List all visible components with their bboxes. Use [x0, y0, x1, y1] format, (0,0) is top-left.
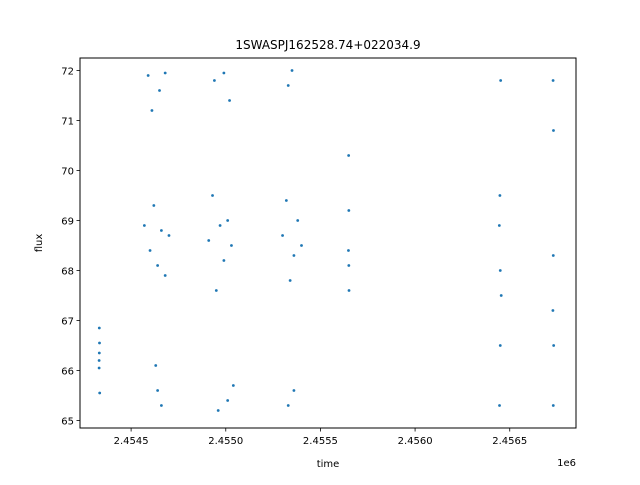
data-point: [167, 234, 171, 237]
data-point: [226, 399, 230, 402]
data-point: [552, 344, 556, 347]
data-point: [552, 129, 555, 132]
data-point: [498, 194, 502, 197]
y-tick-label: 70: [61, 167, 74, 178]
y-axis: 65 66 67 68 69 70 71 72: [61, 67, 80, 428]
x-tick-label: 2.4555: [303, 436, 338, 447]
data-point: [290, 69, 294, 72]
data-point: [498, 344, 502, 347]
data-point: [347, 249, 350, 252]
data-point: [222, 259, 226, 262]
x-tick-label: 2.4565: [492, 436, 527, 447]
data-point: [222, 71, 226, 75]
data-point: [498, 269, 502, 272]
data-point: [498, 404, 501, 407]
y-axis-label: flux: [34, 234, 45, 253]
data-point: [214, 289, 218, 292]
data-point: [142, 224, 146, 227]
x-axis-label: time: [317, 459, 340, 470]
data-point: [499, 79, 503, 82]
y-tick-label: 72: [61, 67, 74, 78]
data-point: [148, 249, 152, 252]
y-tick-label: 67: [61, 317, 74, 328]
data-point: [163, 274, 167, 277]
data-point: [281, 234, 284, 237]
data-point: [551, 79, 555, 82]
x-axis: 2.4545 2.4550 2.4555 2.4560 2.4565: [114, 428, 527, 447]
data-point: [551, 309, 555, 312]
data-point: [97, 351, 101, 355]
data-point: [211, 194, 214, 197]
data-point: [160, 404, 163, 407]
data-point: [150, 109, 154, 112]
data-point: [213, 79, 216, 82]
data-point: [347, 264, 351, 267]
data-point: [160, 229, 163, 232]
y-tick-label: 66: [61, 367, 74, 378]
y-tick-label: 65: [61, 417, 74, 428]
data-point: [158, 89, 161, 92]
data-point: [292, 254, 296, 257]
y-tick-label: 69: [61, 217, 74, 228]
data-point: [286, 84, 290, 87]
data-point: [230, 244, 233, 247]
data-point: [97, 359, 101, 362]
data-point: [152, 204, 156, 207]
data-point: [216, 409, 220, 412]
data-point: [226, 219, 230, 222]
data-point: [347, 209, 351, 212]
chart-title: 1SWASPJ162528.74+022034.9: [235, 38, 420, 52]
data-point: [286, 404, 290, 407]
data-point: [551, 254, 555, 257]
data-point: [98, 391, 102, 395]
data-point: [98, 341, 101, 345]
x-tick-label: 2.4545: [114, 436, 149, 447]
data-point: [218, 224, 222, 227]
data-point: [551, 404, 555, 407]
data-point: [347, 289, 351, 292]
data-point: [154, 364, 158, 367]
data-point: [300, 244, 303, 247]
data-point: [163, 71, 167, 75]
data-point: [292, 389, 296, 392]
data-point: [156, 264, 160, 267]
data-point: [207, 239, 211, 242]
data-point: [296, 219, 300, 222]
x-tick-label: 2.4560: [398, 436, 433, 447]
data-point: [231, 384, 235, 387]
plot-frame: [79, 57, 577, 429]
y-tick-label: 71: [61, 117, 74, 128]
data-point: [146, 74, 150, 77]
x-axis-offset-label: 1e6: [557, 458, 576, 469]
data-point: [499, 294, 503, 297]
data-point: [284, 199, 288, 202]
data-point: [97, 366, 101, 370]
data-point: [156, 389, 160, 392]
data-point: [228, 99, 231, 102]
data-point: [288, 279, 292, 282]
scatter-points: [97, 69, 556, 412]
y-tick-label: 68: [61, 267, 74, 278]
data-point: [97, 326, 101, 330]
data-point: [347, 154, 351, 157]
x-tick-label: 2.4550: [208, 436, 243, 447]
data-point: [497, 224, 501, 227]
